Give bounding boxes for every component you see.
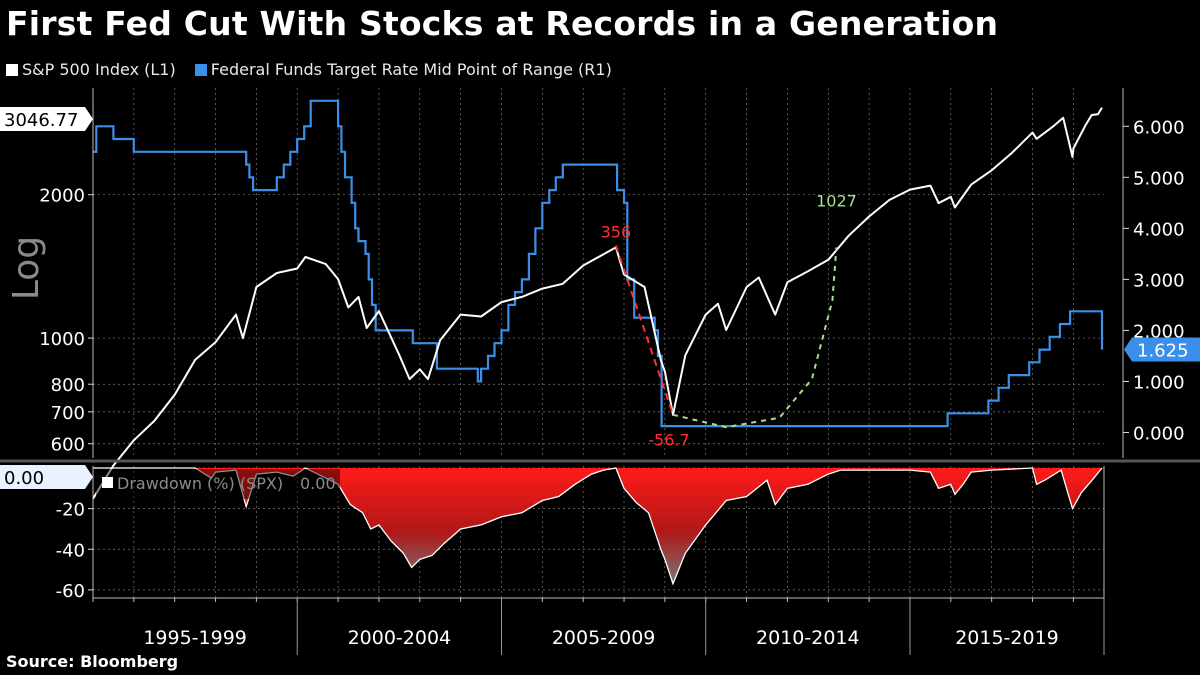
lower-tick-label: -20 [56, 500, 85, 521]
drawdown-zero-badge: 0.00 [0, 465, 93, 489]
legend-label-fed: Federal Funds Target Rate Mid Point of R… [210, 60, 612, 79]
period-label: 2000-2004 [348, 627, 452, 649]
fed-last-value-badge: 1.625 [1124, 337, 1200, 362]
lower-tick-label: -60 [56, 581, 85, 602]
left-tick-label: 2000 [39, 186, 85, 207]
drawdown-legend-label: Drawdown (%) (SPX) [117, 474, 283, 493]
legend: S&P 500 Index (L1) Federal Funds Target … [6, 60, 626, 79]
drawdown-legend-bg [96, 469, 340, 499]
lower-tick-label: -40 [56, 540, 85, 561]
spx-last-value-badge: 3046.77 [0, 107, 93, 131]
drawdown-legend: Drawdown (%) (SPX) 0.00 [96, 469, 340, 499]
right-tick-label: 4.000 [1133, 219, 1185, 240]
drop-annotation-path [614, 245, 674, 416]
right-tick-label: 3.000 [1133, 270, 1185, 291]
chart-title: First Fed Cut With Stocks at Records in … [6, 4, 999, 43]
drawdown-zero-badge-text: 0.00 [4, 468, 44, 489]
fed-funds-line [93, 99, 1104, 428]
left-tick-label: 600 [51, 435, 85, 456]
annotation-label: 1027 [816, 191, 857, 210]
period-label: 1995-1999 [143, 627, 247, 649]
annotation-label: 356 [601, 223, 632, 242]
left-tick-label: 700 [51, 403, 85, 424]
period-label: 2015-2019 [955, 627, 1059, 649]
annotations-layer [614, 245, 838, 429]
upper-grid [93, 88, 1104, 458]
right-tick-label: 5.000 [1133, 168, 1185, 189]
drawdown-zero-badge-shape [0, 465, 93, 489]
spx-line [92, 107, 1103, 500]
fed-last-value-badge-shape [1124, 337, 1200, 362]
drawdown-line [93, 467, 1103, 586]
recovery-annotation-path [672, 247, 838, 429]
fed-last-value-badge-text: 1.625 [1137, 341, 1189, 362]
right-tick-label: 6.000 [1133, 117, 1185, 138]
drawdown-legend-swatch [102, 477, 113, 488]
annotation-label: -56.7 [648, 430, 689, 449]
left-tick-label: 1000 [39, 329, 85, 350]
legend-swatch-spx [6, 64, 18, 76]
drawdown-legend-value: 0.00 [300, 474, 336, 493]
source-note: Source: Bloomberg [6, 652, 179, 671]
axes-layer [0, 88, 1200, 655]
spx-last-value-badge-shape [0, 107, 93, 131]
period-label: 2005-2009 [552, 627, 656, 649]
right-tick-label: 2.000 [1133, 321, 1185, 342]
series-layer [92, 99, 1104, 586]
legend-label-spx: S&P 500 Index (L1) [22, 60, 176, 79]
legend-item-spx: S&P 500 Index (L1) [6, 60, 176, 79]
legend-item-fed: Federal Funds Target Rate Mid Point of R… [194, 60, 612, 79]
left-axis-label: Log [6, 236, 47, 300]
period-label: 2010-2014 [756, 627, 860, 649]
labels-layer: 600 700 800 1000 2000 Log 0.000 1.000 2.000 3.000… [0, 107, 1200, 649]
legend-swatch-fed [194, 64, 207, 76]
right-tick-label: 1.000 [1133, 372, 1185, 393]
spx-last-value-badge-text: 3046.77 [4, 110, 78, 131]
right-tick-label: 0.000 [1133, 423, 1185, 444]
left-tick-label: 800 [51, 375, 85, 396]
